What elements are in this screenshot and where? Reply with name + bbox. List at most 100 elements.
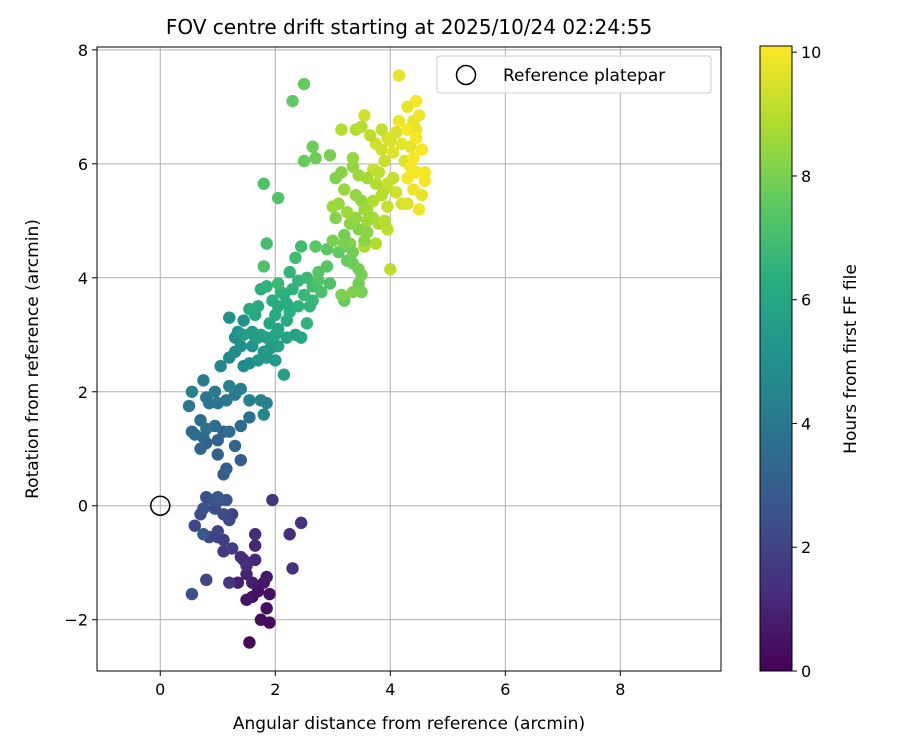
scatter-point-197 [297, 154, 311, 168]
scatter-point-188 [392, 69, 406, 82]
scatter-point-164 [381, 200, 394, 213]
scatter-point-241 [251, 331, 265, 344]
scatter-point-38 [197, 502, 210, 515]
scatter-point-184 [412, 203, 426, 216]
colorbar-tick-label-3: 6 [801, 291, 811, 310]
plot-frame [96, 46, 722, 672]
scatter-point-116 [283, 265, 296, 279]
scatter-point-233 [271, 300, 285, 313]
scatter-point-229 [326, 234, 339, 247]
scatter-point-23 [223, 576, 236, 589]
scatter-point-25 [225, 542, 239, 555]
scatter-point-158 [369, 237, 383, 250]
scatter-point-214 [401, 197, 414, 210]
scatter-point-46 [220, 462, 233, 475]
scatter-point-141 [355, 285, 368, 299]
scatter-point-130 [320, 260, 334, 273]
colorbar: 0 2 4 6 8 10 Hours from first FF file [759, 43, 861, 681]
scatter-point-71 [197, 374, 210, 387]
scatter-point-126 [323, 277, 337, 290]
scatter-point-206 [346, 151, 360, 165]
scatter-point-212 [389, 186, 403, 199]
scatter-point-18 [234, 550, 247, 564]
y-tick-label-2: 2 [78, 383, 88, 402]
scatter-point-236 [303, 300, 316, 313]
scatter-point-237 [292, 300, 305, 313]
colorbar-tick-label-1: 2 [801, 538, 811, 557]
scatter-point-74 [243, 394, 256, 407]
scatter-point-152 [326, 200, 339, 213]
y-axis-ticks: −2 0 2 4 6 8 [64, 41, 97, 630]
scatter-point-19 [283, 528, 296, 541]
scatter-point-73 [185, 385, 199, 398]
scatter-point-114 [260, 280, 273, 293]
scatter-point-194 [363, 129, 377, 142]
scatter-point-48 [211, 448, 224, 461]
scatter-point-56 [188, 428, 201, 441]
scatter-point-196 [323, 149, 337, 162]
scatter-point-47 [234, 453, 247, 467]
x-axis-label: Angular distance from reference (arcmin) [233, 714, 585, 734]
x-tick-label-4: 8 [615, 680, 625, 699]
scatter-point-7 [240, 593, 253, 606]
scatter-point-6 [263, 587, 276, 601]
scatter-point-85 [223, 311, 236, 324]
scatter-point-9 [260, 570, 273, 584]
scatter-point-240 [237, 328, 250, 341]
scatter-point-58 [223, 425, 236, 438]
legend-marker [455, 64, 477, 86]
y-axis-label: Rotation from reference (arcmin) [23, 219, 43, 499]
scatter-point-167 [378, 154, 391, 168]
plot-area: 0 2 4 6 8 −2 0 2 4 6 8 [64, 41, 722, 699]
scatter-point-225 [349, 188, 363, 202]
scatter-point-76 [260, 396, 273, 410]
scatter-point-78 [214, 359, 227, 373]
colorbar-tick-label-5: 10 [801, 43, 821, 62]
y-tick-label-3: 4 [78, 269, 88, 288]
chart-title: FOV centre drift starting at 2025/10/24 … [166, 15, 652, 39]
scatter-point-143 [335, 288, 348, 302]
scatter-point-121 [289, 251, 302, 265]
y-tick-label-5: 8 [78, 41, 88, 60]
colorbar-tick-label-4: 8 [801, 167, 811, 186]
x-axis-ticks: 0 2 4 6 8 [155, 671, 625, 699]
scatter-point-235 [277, 288, 291, 302]
scatter-point-163 [384, 263, 397, 276]
scatter-point-198 [306, 140, 319, 153]
scatter-point-199 [286, 94, 299, 108]
scatter-point-219 [409, 131, 423, 145]
scatter-point-221 [384, 134, 397, 148]
scatter-point-231 [352, 263, 365, 276]
scatter-point-202 [271, 191, 285, 205]
scatter-point-52 [194, 442, 207, 455]
scatter-point-190 [335, 123, 348, 136]
scatter-point-70 [234, 382, 247, 396]
scatter-point-201 [257, 177, 270, 190]
scatter-point-177 [409, 123, 423, 136]
scatter-point-11 [231, 576, 245, 589]
scatter-point-228 [358, 234, 371, 247]
scatter-point-181 [401, 171, 414, 185]
scatter-point-127 [257, 260, 270, 273]
scatter-point-230 [338, 237, 351, 250]
scatter-point-215 [415, 188, 429, 202]
scatter-point-20 [294, 516, 308, 530]
scatter-point-32 [188, 519, 201, 532]
scatter-point-86 [237, 314, 250, 327]
scatter-point-217 [407, 151, 420, 165]
scatter-point-43 [197, 528, 210, 541]
scatter-point-62 [200, 422, 213, 436]
legend-box [436, 55, 712, 94]
scatter-point-142 [346, 285, 360, 299]
scatter-point-242 [263, 342, 276, 356]
x-tick-label-3: 6 [500, 680, 510, 699]
scatter-point-57 [234, 419, 247, 433]
reference-platepar-marker [150, 495, 171, 516]
scatter-point-209 [369, 177, 383, 190]
scatter-point-239 [248, 308, 262, 322]
scatter-point-30 [211, 525, 224, 538]
colorbar-ticks: 0 2 4 6 8 10 [792, 43, 821, 681]
colorbar-gradient [759, 45, 793, 672]
scatter-point-31 [200, 573, 213, 587]
scatter-point-192 [355, 120, 368, 133]
